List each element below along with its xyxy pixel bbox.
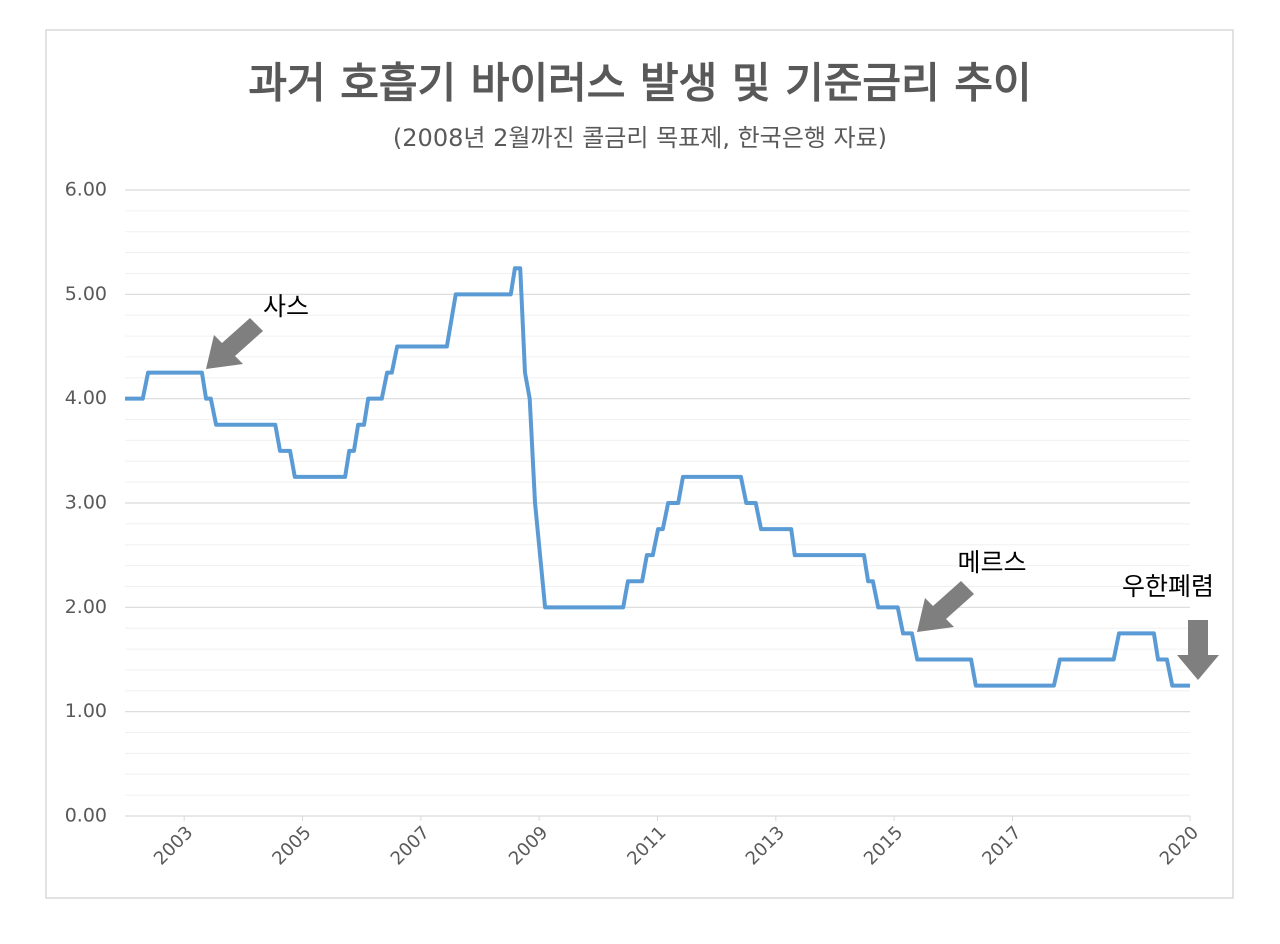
arrow: [917, 581, 974, 632]
chart-frame: [45, 29, 1234, 899]
y-tick-label: 0.00: [65, 805, 107, 827]
annotation: 우한폐렴: [1122, 572, 1214, 601]
data-line: [125, 266, 1190, 688]
arrow: [206, 318, 263, 369]
chart-subtitle: (2008년 2월까진 콜금리 목표제, 한국은행 자료): [393, 124, 887, 152]
y-tick-label: 5.00: [65, 283, 107, 305]
y-tick-label: 1.00: [65, 700, 107, 722]
y-tick-label: 6.00: [65, 179, 107, 201]
y-tick-label: 2.00: [65, 596, 107, 618]
annotation: 메르스: [957, 548, 1026, 577]
chart-title: 과거 호흡기 바이러스 발생 및 기준금리 추이: [248, 59, 1031, 108]
plot: [125, 266, 1190, 688]
arrow: [1177, 620, 1219, 680]
y-tick-label: 4.00: [65, 387, 107, 409]
annotation: 사스: [263, 292, 309, 321]
y-tick-label: 3.00: [65, 492, 107, 514]
